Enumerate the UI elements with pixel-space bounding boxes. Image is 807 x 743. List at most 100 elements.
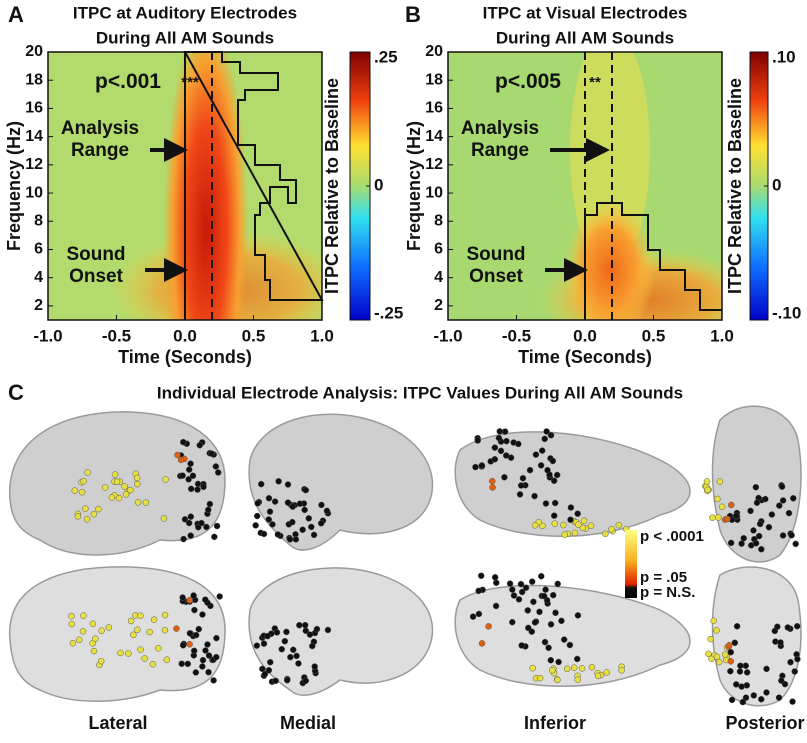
electrode xyxy=(551,520,559,527)
electrode xyxy=(708,655,715,663)
y-tick-label: 18 xyxy=(425,71,443,88)
electrode xyxy=(732,512,740,520)
electrode xyxy=(594,672,602,680)
electrode xyxy=(492,602,500,610)
chart-subtitle: During All AM Sounds xyxy=(496,28,674,47)
electrode xyxy=(547,621,555,628)
electrode xyxy=(127,486,134,494)
electrode xyxy=(705,650,712,658)
electrode xyxy=(540,592,548,600)
electrode xyxy=(203,523,210,531)
electrode xyxy=(301,621,309,629)
electrode xyxy=(506,580,514,587)
electrode xyxy=(179,472,186,479)
electrode xyxy=(108,494,116,501)
electrode xyxy=(526,466,534,474)
y-tick-label: 2 xyxy=(434,297,443,314)
sound-onset: Sound Onset xyxy=(66,244,126,287)
electrode xyxy=(68,620,76,628)
electrode xyxy=(202,596,209,603)
electrode xyxy=(738,683,745,690)
electrode xyxy=(163,656,171,663)
electrode xyxy=(205,652,213,659)
p-value: p<.005 xyxy=(495,70,561,93)
electrode xyxy=(794,655,801,663)
electrode xyxy=(283,628,290,636)
electrode xyxy=(763,689,770,696)
electrode xyxy=(475,610,483,618)
electrode xyxy=(573,655,581,663)
y-tick-label: 4 xyxy=(34,269,43,286)
electrode xyxy=(509,618,516,626)
electrode xyxy=(284,499,292,506)
electrode xyxy=(507,454,515,461)
electrode xyxy=(515,440,522,448)
electrode xyxy=(213,634,220,642)
electrode xyxy=(286,536,294,543)
electrode xyxy=(68,612,75,620)
electrode xyxy=(181,516,189,523)
electrode xyxy=(80,477,87,485)
x-tick-label: 0.0 xyxy=(573,326,597,345)
electrode xyxy=(575,521,582,528)
electrode xyxy=(284,481,292,488)
electrode xyxy=(149,660,157,668)
electrode xyxy=(554,580,561,588)
p-value: p<.001 xyxy=(95,70,161,93)
electrode xyxy=(271,498,279,505)
electrode xyxy=(732,681,740,688)
electrode xyxy=(509,586,516,593)
electrode xyxy=(558,617,565,625)
electrode xyxy=(305,515,313,522)
view-label: Lateral xyxy=(88,713,147,733)
significance-outline xyxy=(183,51,324,301)
electrode xyxy=(178,660,185,667)
electrode xyxy=(125,650,132,657)
electrode xyxy=(179,594,186,601)
electrode xyxy=(503,437,510,445)
electrode xyxy=(292,536,300,543)
electrode xyxy=(293,652,300,660)
electrode xyxy=(273,629,281,636)
electrode xyxy=(768,511,776,518)
electrode xyxy=(707,635,714,643)
electrode xyxy=(199,663,206,670)
electrode xyxy=(309,642,316,650)
electrode xyxy=(714,495,721,503)
electrode xyxy=(127,617,135,625)
electrode xyxy=(537,572,545,580)
electrode xyxy=(80,612,87,619)
electrode xyxy=(713,627,720,634)
electrode xyxy=(785,509,793,517)
electrode xyxy=(788,532,795,539)
electrode xyxy=(269,521,276,528)
y-tick-label: 16 xyxy=(25,100,43,117)
panel-label: C xyxy=(8,380,24,405)
electrode xyxy=(78,488,86,496)
electrode xyxy=(69,639,77,647)
x-tick-label: 1.0 xyxy=(710,326,734,345)
electrode xyxy=(265,516,273,523)
panel-label: B xyxy=(405,2,421,27)
electrode xyxy=(756,520,764,528)
electrode xyxy=(287,653,294,661)
electrode xyxy=(536,674,544,682)
electrode xyxy=(491,574,499,581)
electrode xyxy=(740,534,747,542)
electrode xyxy=(777,639,784,646)
electrode xyxy=(82,505,89,512)
colorbar-tick-label: -.25 xyxy=(374,303,403,322)
electrode xyxy=(122,491,130,498)
p-colorbar xyxy=(625,530,637,598)
electrode xyxy=(733,623,741,630)
electrode xyxy=(185,466,193,473)
electrode xyxy=(743,669,751,676)
electrode xyxy=(793,622,801,630)
electrode xyxy=(703,478,711,485)
electrode xyxy=(142,499,150,506)
electrode xyxy=(310,531,318,539)
electrode xyxy=(758,546,765,553)
electrode xyxy=(510,592,518,599)
electrode xyxy=(212,463,220,470)
